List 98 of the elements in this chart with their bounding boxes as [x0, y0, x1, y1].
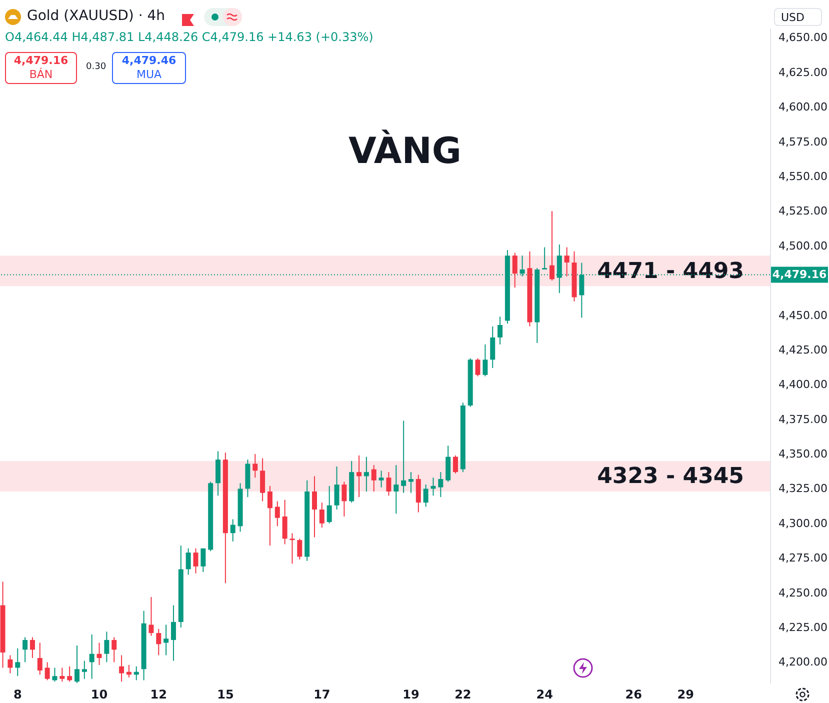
candlestick	[564, 246, 570, 277]
annotation: MUA	[136, 68, 162, 81]
x-tick-label: 12	[150, 688, 167, 702]
candlestick	[386, 472, 392, 496]
y-tick-label: 4,425.00	[778, 343, 828, 356]
candlestick	[8, 654, 13, 674]
y-tick-label: 4,275.00	[778, 552, 828, 565]
candlestick	[216, 450, 221, 496]
candlestick	[416, 474, 421, 513]
candlestick	[326, 485, 332, 524]
candlestick	[446, 445, 451, 482]
candlestick	[186, 548, 191, 576]
y-tick-label: 4,625.00	[778, 66, 828, 79]
y-tick-label: 4,575.00	[778, 135, 828, 148]
candlestick	[96, 642, 102, 666]
candlestick	[230, 518, 236, 542]
candlestick	[490, 326, 496, 368]
annotation: 4,479.16	[14, 54, 68, 67]
candlestick	[200, 548, 206, 572]
y-tick-label: 4,375.00	[778, 412, 828, 426]
candlestick	[290, 532, 295, 564]
band-label: 4471 - 4493	[597, 258, 744, 284]
x-tick-label: 22	[454, 688, 472, 702]
y-tick-label: 4,250.00	[778, 586, 828, 600]
annotation: O4,464.44 H4,487.81 L4,448.26 C4,479.16 +14.63 (+0.33%)	[5, 30, 374, 44]
annotation: BÁN	[29, 68, 53, 81]
y-tick-label: 4,650.00	[778, 31, 828, 44]
candlestick	[170, 604, 176, 662]
annotation: 0.30	[86, 62, 106, 72]
candlestick	[74, 645, 80, 684]
y-tick-label: 4,400.00	[778, 378, 828, 392]
candlestick	[312, 476, 317, 538]
candlestick	[423, 484, 428, 508]
candlestick	[60, 667, 65, 682]
candlestick	[549, 210, 554, 282]
candlestick	[15, 648, 20, 677]
candlestick	[260, 458, 266, 502]
x-tick-label: 10	[90, 688, 108, 702]
y-tick-label: 4,325.00	[778, 482, 828, 496]
candlestick	[104, 631, 110, 663]
candlestick	[475, 358, 480, 377]
x-tick-label: 29	[677, 688, 694, 702]
candlestick	[148, 596, 154, 636]
candlestick	[401, 420, 406, 494]
candlestick	[67, 666, 72, 682]
x-tick-label: 19	[402, 688, 420, 702]
candlestick	[364, 456, 369, 492]
candlestick	[371, 464, 376, 492]
candlestick	[164, 624, 169, 656]
y-tick-label: 4,550.00	[778, 170, 828, 183]
candlestick	[542, 246, 548, 270]
x-tick-label: 17	[314, 688, 330, 702]
candlestick	[22, 636, 28, 663]
candlestick	[82, 660, 87, 680]
y-tick-label: 4,450.00	[778, 308, 828, 322]
candlestick	[408, 472, 414, 494]
ref-line-label: 4,479.16	[772, 268, 827, 281]
candlestick	[282, 499, 288, 545]
chart-subtitle: Gold (XAUUSD) · 4h	[27, 8, 166, 24]
candlestick	[156, 628, 162, 656]
candlestick	[482, 344, 488, 377]
candlestick	[52, 667, 58, 682]
y-tick-label: 4,200.00	[778, 656, 828, 669]
y-tick-label: 4,300.00	[778, 516, 828, 530]
candlestick	[44, 662, 50, 681]
candlestick	[267, 485, 272, 546]
y-tick-label: 4,225.00	[778, 620, 828, 634]
candlestick	[119, 654, 124, 682]
x-tick-label: 24	[536, 688, 553, 702]
text: USD	[774, 8, 822, 26]
annotation: 4,479.46	[122, 54, 176, 67]
y-tick-label: 4,600.00	[778, 100, 828, 114]
candlestick	[30, 636, 35, 659]
band-label: 4323 - 4345	[597, 464, 744, 490]
candlestick	[274, 500, 280, 527]
x-tick-label: 8	[13, 688, 22, 702]
text: VÀNG	[348, 129, 462, 172]
candlestick	[342, 481, 347, 517]
candlestick	[112, 636, 117, 663]
x-tick-label: 26	[625, 688, 642, 702]
y-tick-label: 4,500.00	[778, 239, 828, 252]
x-tick-label: 15	[217, 688, 234, 702]
y-tick-label: 4,350.00	[778, 448, 828, 461]
candlestick	[453, 454, 458, 474]
candlestick	[334, 466, 340, 510]
candlestick	[89, 634, 94, 680]
candlestick	[378, 470, 384, 488]
candlestick	[37, 642, 42, 676]
candlestick	[297, 538, 302, 560]
candlestick	[356, 454, 362, 498]
candlestick	[394, 464, 399, 514]
candlestick	[252, 454, 258, 478]
y-tick-label: 4,525.00	[778, 204, 828, 218]
candlestick	[319, 502, 324, 528]
candlestick	[498, 316, 503, 345]
candlestick	[438, 472, 444, 498]
candlestick	[193, 548, 198, 574]
candlestick	[512, 252, 518, 288]
